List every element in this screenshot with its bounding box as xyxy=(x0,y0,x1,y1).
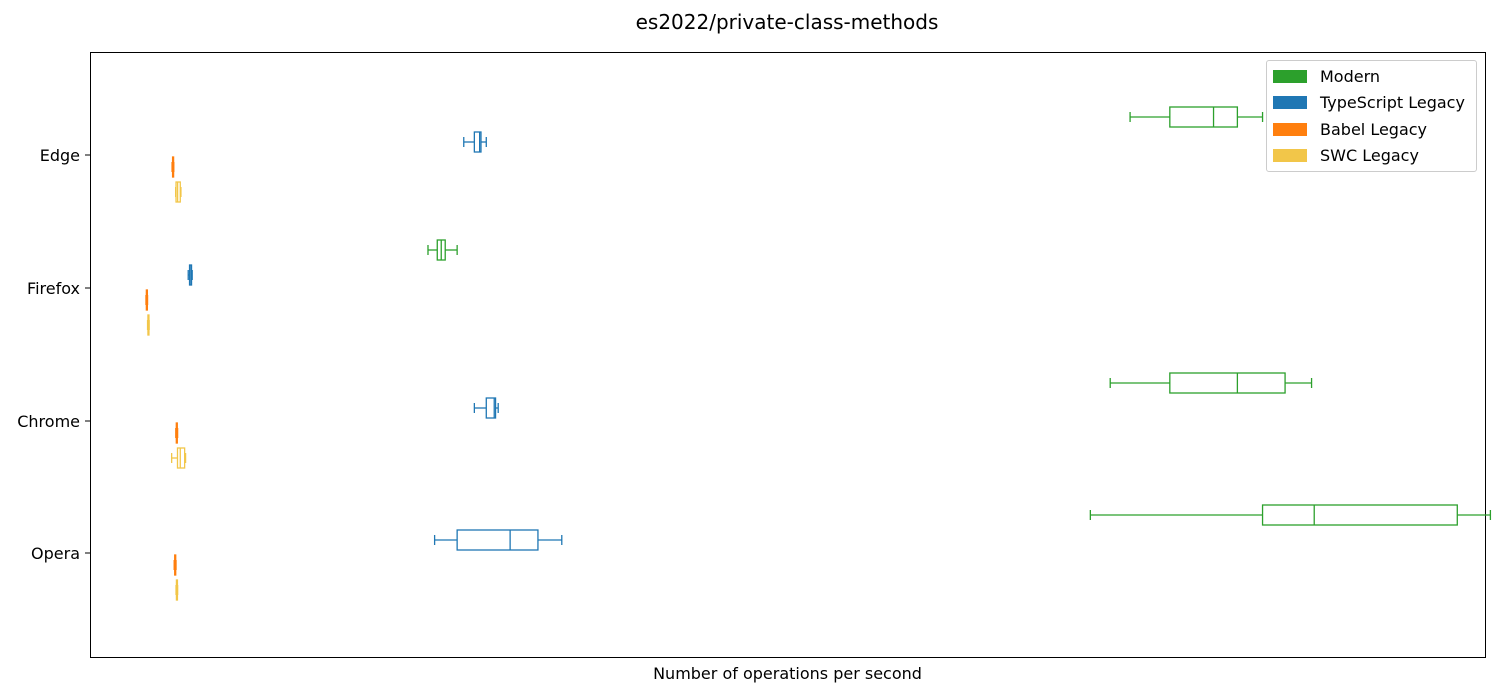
y-axis: Edge Firefox Chrome Opera xyxy=(17,146,90,563)
chart-title: es2022/private-class-methods xyxy=(635,10,939,34)
legend-swatch xyxy=(1273,96,1307,109)
y-tick-label: Firefox xyxy=(27,279,80,298)
box-swc-legacy-edge xyxy=(174,181,182,203)
legend: Modern TypeScript Legacy Babel Legacy SWC L… xyxy=(1266,60,1477,172)
box-iqr xyxy=(1261,504,1458,526)
plot-frame xyxy=(90,52,1486,658)
box-modern-firefox xyxy=(427,239,458,261)
y-tick-label: Edge xyxy=(40,146,80,165)
box-layer xyxy=(145,106,1492,601)
box-typescript-legacy-chrome xyxy=(473,397,499,419)
box-iqr xyxy=(485,397,497,419)
box-swc-legacy-opera xyxy=(175,579,179,601)
box-iqr xyxy=(1169,106,1239,128)
legend-item: Babel Legacy xyxy=(1273,119,1427,139)
box-modern-edge xyxy=(1129,106,1264,128)
legend-label: Babel Legacy xyxy=(1320,119,1428,139)
legend-item: TypeScript Legacy xyxy=(1273,93,1465,113)
legend-swatch xyxy=(1273,122,1307,136)
legend-label: Modern xyxy=(1320,66,1381,86)
legend-item: SWC Legacy xyxy=(1273,146,1419,166)
legend-swatch xyxy=(1273,149,1307,162)
box-modern-chrome xyxy=(1109,372,1313,394)
box-typescript-legacy-opera xyxy=(433,529,563,551)
legend-label: TypeScript Legacy xyxy=(1320,93,1465,112)
y-tick-label: Opera xyxy=(31,544,80,563)
box-babel-legacy-firefox xyxy=(145,289,149,311)
box-babel-legacy-opera xyxy=(173,554,177,576)
box-iqr xyxy=(1169,372,1286,394)
box-swc-legacy-firefox xyxy=(146,314,150,336)
y-tick-label: Chrome xyxy=(17,412,80,431)
box-typescript-legacy-edge xyxy=(463,131,487,153)
box-typescript-legacy-firefox xyxy=(187,264,193,286)
legend-swatch xyxy=(1273,69,1307,83)
box-iqr xyxy=(473,131,482,153)
box-iqr xyxy=(456,529,539,551)
box-babel-legacy-chrome xyxy=(175,422,179,444)
box-swc-legacy-chrome xyxy=(171,447,187,469)
box-babel-legacy-edge xyxy=(171,156,175,178)
legend-label: SWC Legacy xyxy=(1320,146,1419,165)
box-iqr xyxy=(176,447,186,469)
box-modern-opera xyxy=(1089,504,1492,526)
legend-item: Modern xyxy=(1273,66,1380,86)
x-axis-label: Number of operations per second xyxy=(653,664,922,683)
